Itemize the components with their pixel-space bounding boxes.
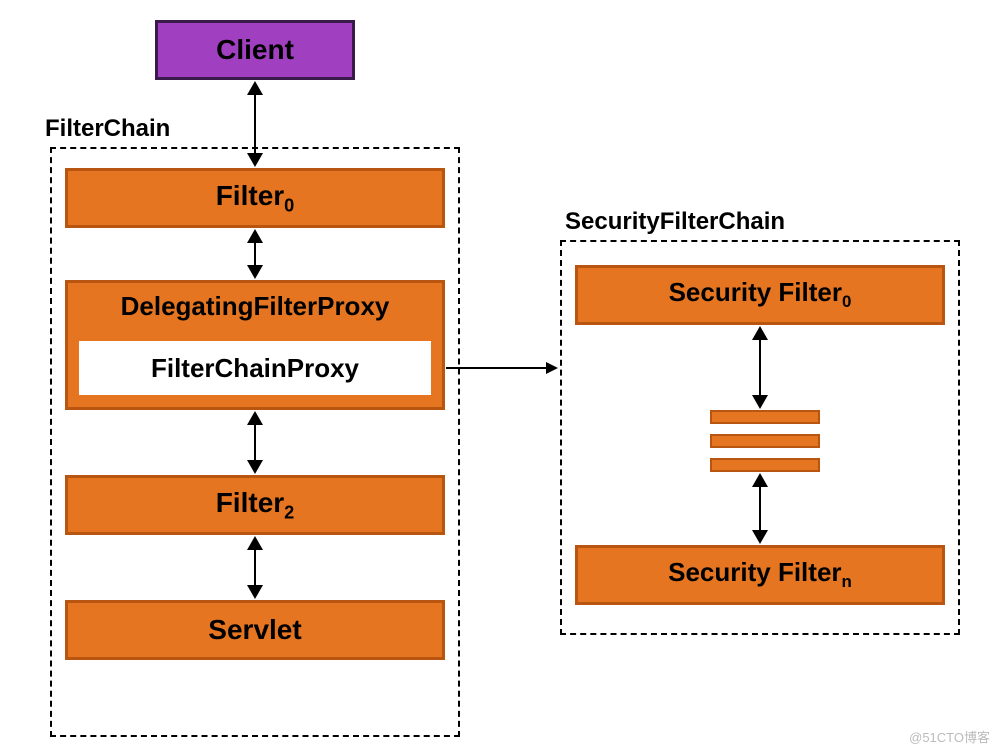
security-filtern-box: Security Filtern	[575, 545, 945, 605]
arrow-filter0-dfp	[254, 231, 256, 277]
security-filter0-label: Security Filter0	[669, 277, 852, 312]
arrow-client-filter0	[254, 83, 256, 165]
client-box: Client	[155, 20, 355, 80]
delegating-filter-proxy-label: DelegatingFilterProxy	[121, 291, 390, 322]
filter-chain-proxy-box: FilterChainProxy	[76, 338, 434, 398]
servlet-box: Servlet	[65, 600, 445, 660]
arrow-filter2-servlet	[254, 538, 256, 597]
arrow-bars-sfiltern	[759, 475, 761, 542]
filter-stack-bar	[710, 434, 820, 448]
security-filterchain-label: SecurityFilterChain	[565, 208, 785, 236]
watermark-text: @51CTO博客	[909, 727, 990, 746]
filter-chain-proxy-label: FilterChainProxy	[151, 353, 359, 384]
filter0-label: Filter0	[216, 180, 295, 217]
filter-stack-bar	[710, 458, 820, 472]
arrow-dfp-filter2	[254, 413, 256, 472]
client-label: Client	[216, 34, 294, 66]
filter0-box: Filter0	[65, 168, 445, 228]
filterchain-label: FilterChain	[45, 115, 170, 143]
arrow-sfilter0-bars	[759, 328, 761, 407]
filter2-box: Filter2	[65, 475, 445, 535]
filter2-label: Filter2	[216, 487, 295, 524]
filter-stack-bar	[710, 410, 820, 424]
security-filtern-label: Security Filtern	[668, 557, 852, 592]
servlet-label: Servlet	[208, 614, 301, 646]
arrow-fcp-security	[446, 367, 556, 369]
security-filter0-box: Security Filter0	[575, 265, 945, 325]
